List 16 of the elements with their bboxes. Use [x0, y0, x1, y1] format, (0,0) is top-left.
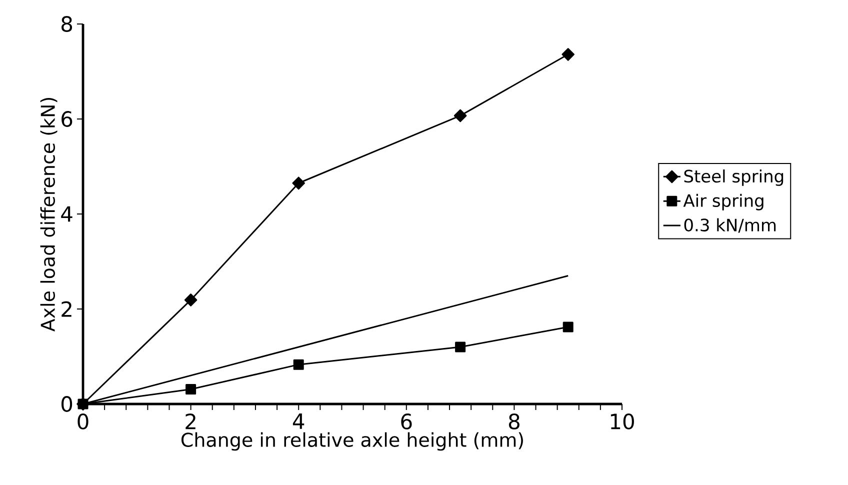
y-tick-label: 8: [62, 16, 72, 32]
x-tick-label: 2: [186, 414, 196, 430]
x-tick-label: 8: [508, 414, 520, 430]
x-tick-label: 6: [401, 414, 412, 430]
y-tick-label: 6: [62, 111, 72, 127]
legend-label: 0.3 kN/mm: [684, 218, 776, 233]
legend-label: Steel spring: [684, 169, 784, 186]
y-tick-label: 2: [62, 301, 72, 317]
x-axis-title: Change in relative axle height (mm): [181, 432, 523, 451]
y-tick-label: 4: [61, 206, 72, 222]
legend-label: Air spring: [683, 194, 764, 210]
x-tick-label: 0: [78, 414, 88, 430]
x-tick-label: 4: [292, 414, 304, 429]
x-tick-label: 10: [610, 414, 634, 430]
y-tick-label: 0: [61, 396, 72, 412]
y-axis-title: Axle load difference (kN): [40, 98, 58, 332]
